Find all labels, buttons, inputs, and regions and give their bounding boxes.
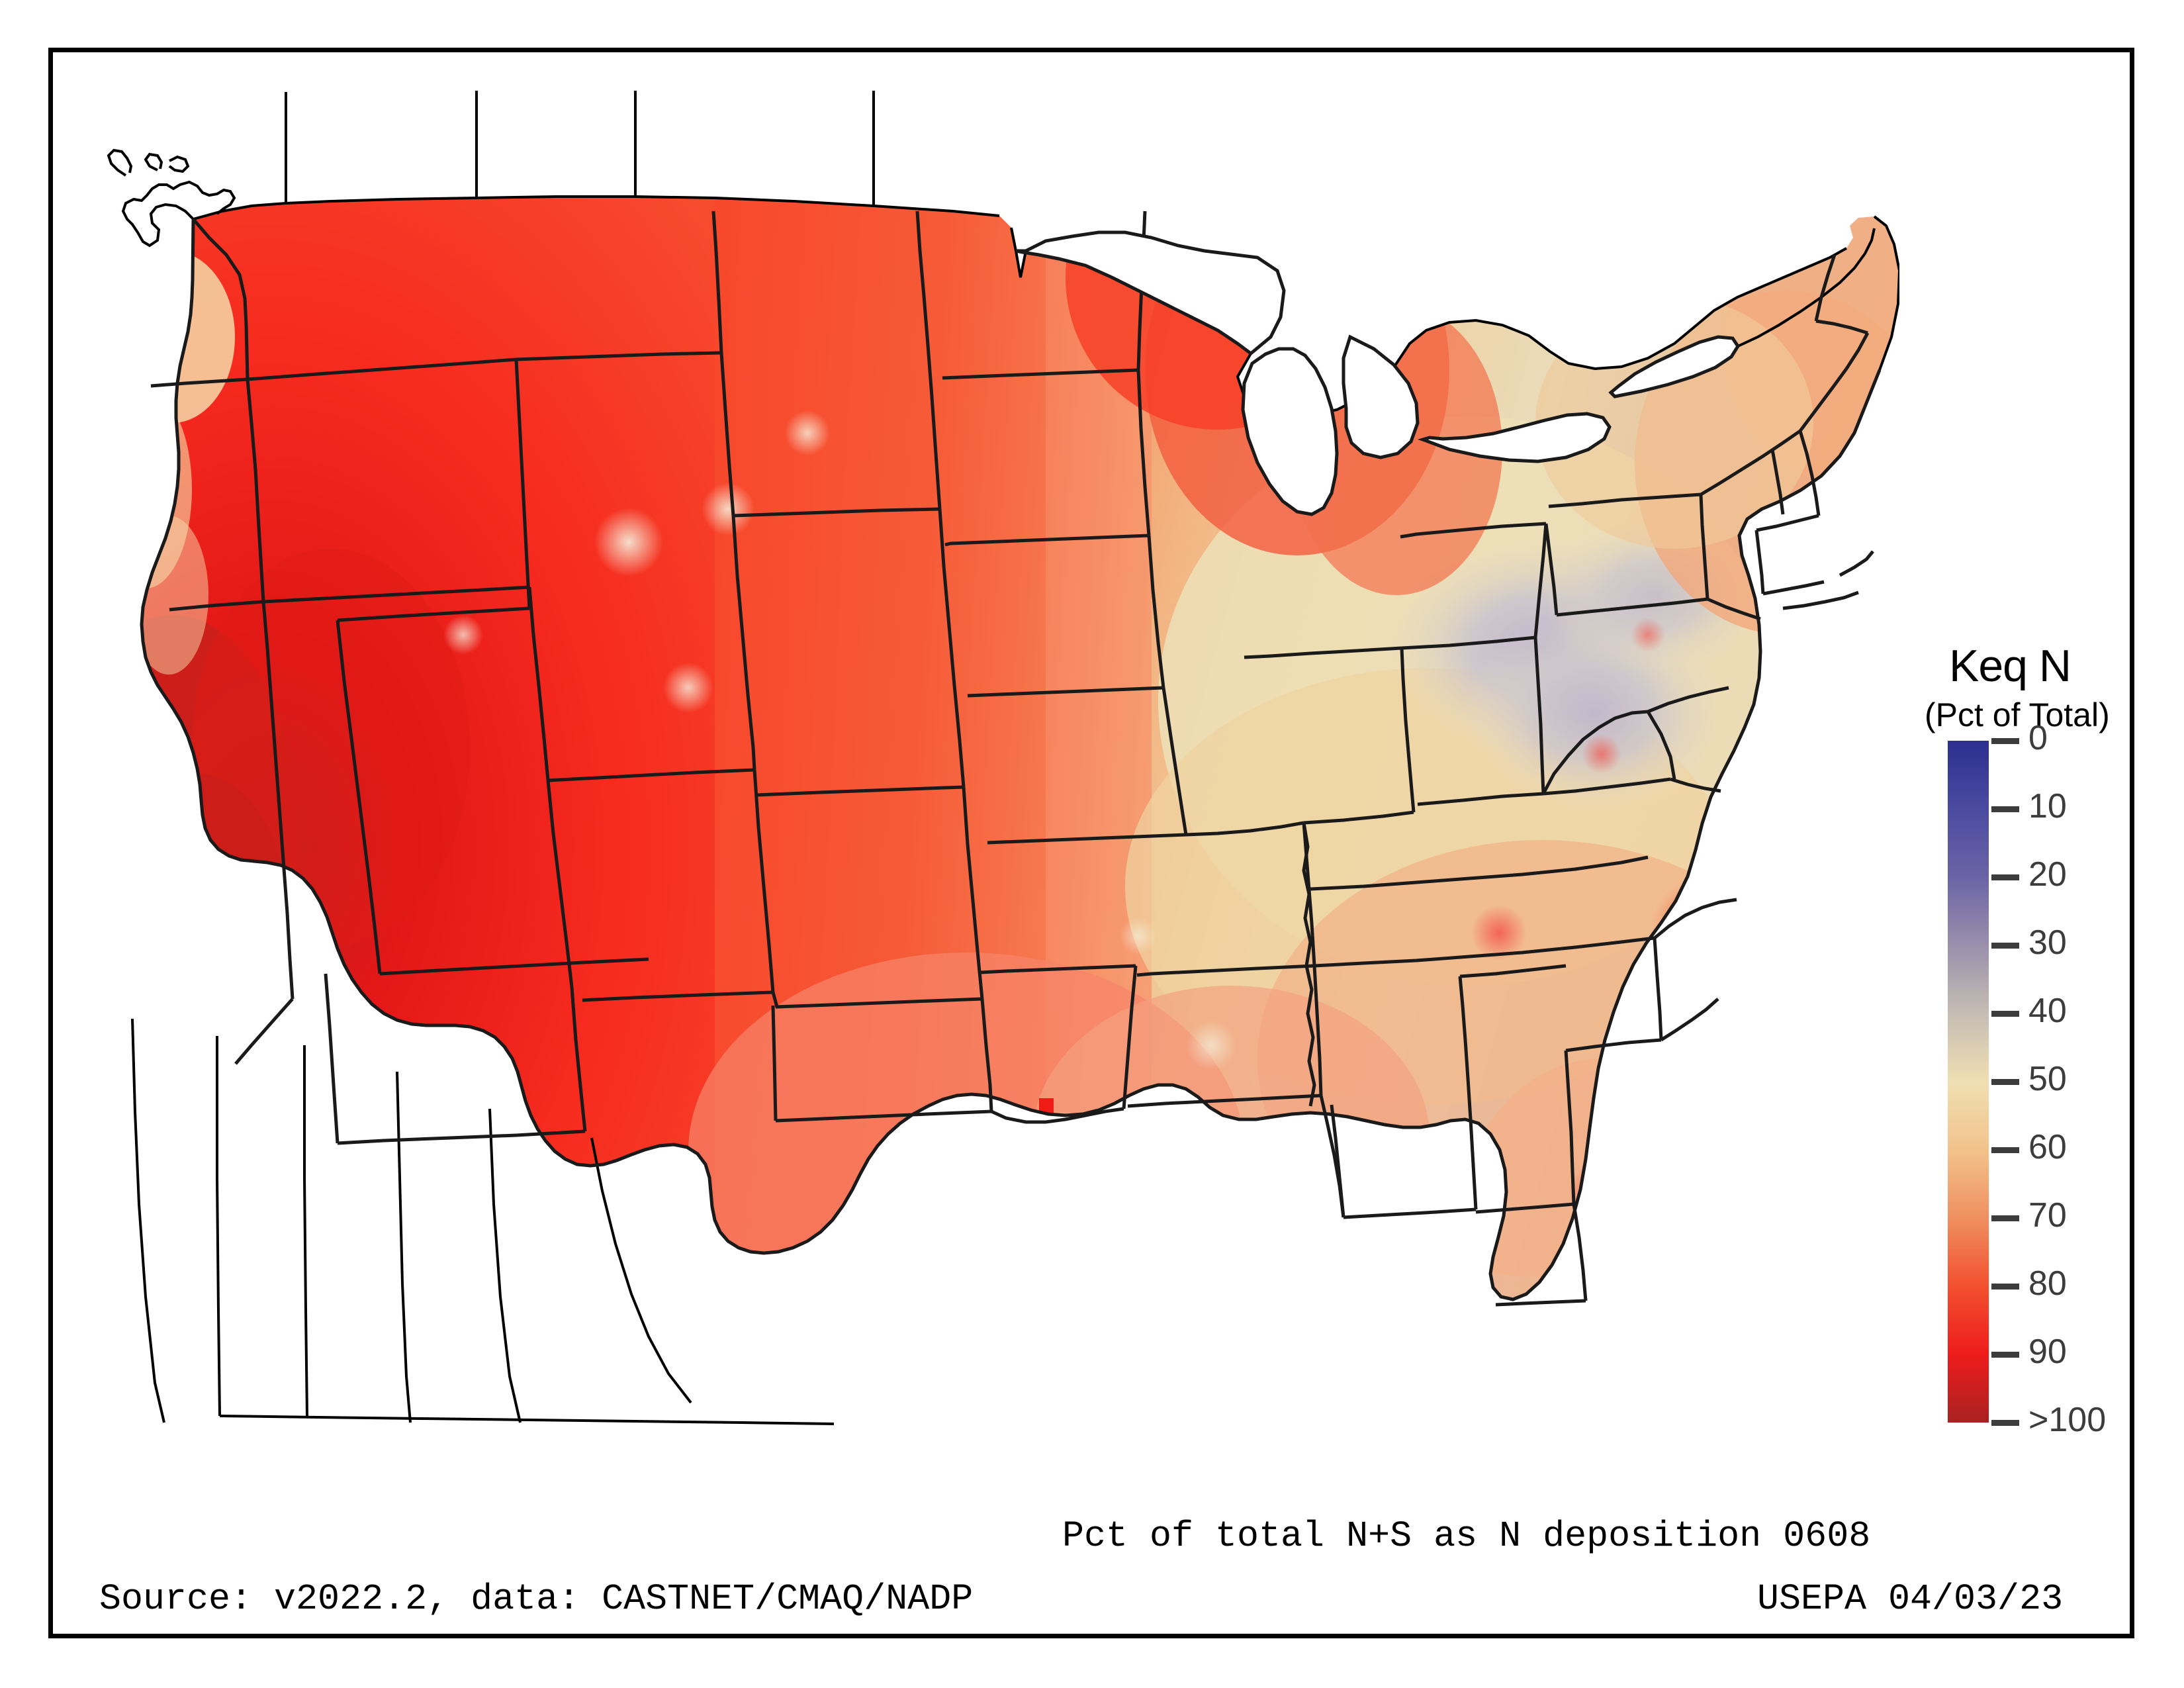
figure-frame: Keq N (Pct of Total) 0 10 20 30 40 50 60 70 80 90… (48, 48, 2134, 1638)
colorbar-tick-0 (1991, 738, 2019, 744)
legend-title: Keq N (1949, 641, 2071, 691)
map-area[interactable] (53, 52, 1899, 1495)
colorbar[interactable]: 0 10 20 30 40 50 60 70 80 90 >100 (1948, 721, 2106, 1437)
colorbar-label-7: 70 (2028, 1196, 2067, 1235)
us-deposition-map[interactable] (53, 52, 1899, 1495)
us-outline (140, 211, 1882, 1307)
colorbar-label-5: 50 (2028, 1060, 2067, 1098)
colorbar-tick-5 (1991, 1079, 2019, 1085)
agency-caption: USEPA 04/03/23 (1757, 1578, 2064, 1620)
legend-subtitle: (Pct of Total) (1925, 696, 2110, 733)
colorbar-label-9: 90 (2028, 1333, 2067, 1371)
colorbar-label-10: >100 (2028, 1401, 2107, 1439)
colorbar-label-3: 30 (2028, 923, 2067, 962)
colorbar-tick-2 (1991, 874, 2019, 880)
colorbar-label-6: 60 (2028, 1128, 2067, 1166)
colorbar-tick-8 (1991, 1284, 2019, 1289)
great-lakes (1015, 230, 1740, 516)
main-caption: Pct of total N+S as N deposition 0608 (1062, 1515, 1871, 1557)
political-boundaries (107, 91, 1899, 1425)
colorbar-tick-4 (1991, 1011, 2019, 1017)
colorbar-tick-7 (1991, 1215, 2019, 1221)
colorbar-label-2: 20 (2028, 855, 2067, 894)
colorbar-gradient (1948, 741, 1989, 1423)
colorbar-label-0: 0 (2028, 719, 2048, 757)
colorbar-tick-3 (1991, 943, 2019, 949)
deposition-raster (142, 197, 1899, 1299)
colorbar-tick-10 (1991, 1420, 2019, 1426)
colorbar-tick-1 (1991, 806, 2019, 812)
colorbar-tick-9 (1991, 1352, 2019, 1358)
colorbar-tick-6 (1991, 1147, 2019, 1153)
source-caption: Source: v2022.2, data: CASTNET/CMAQ/NADP (99, 1578, 974, 1620)
colorbar-label-1: 10 (2028, 787, 2067, 825)
legend: Keq N (Pct of Total) 0 10 20 30 40 50 60 70 80 90… (1840, 635, 2184, 1562)
colorbar-label-4: 40 (2028, 992, 2067, 1030)
colorbar-label-8: 80 (2028, 1264, 2067, 1303)
